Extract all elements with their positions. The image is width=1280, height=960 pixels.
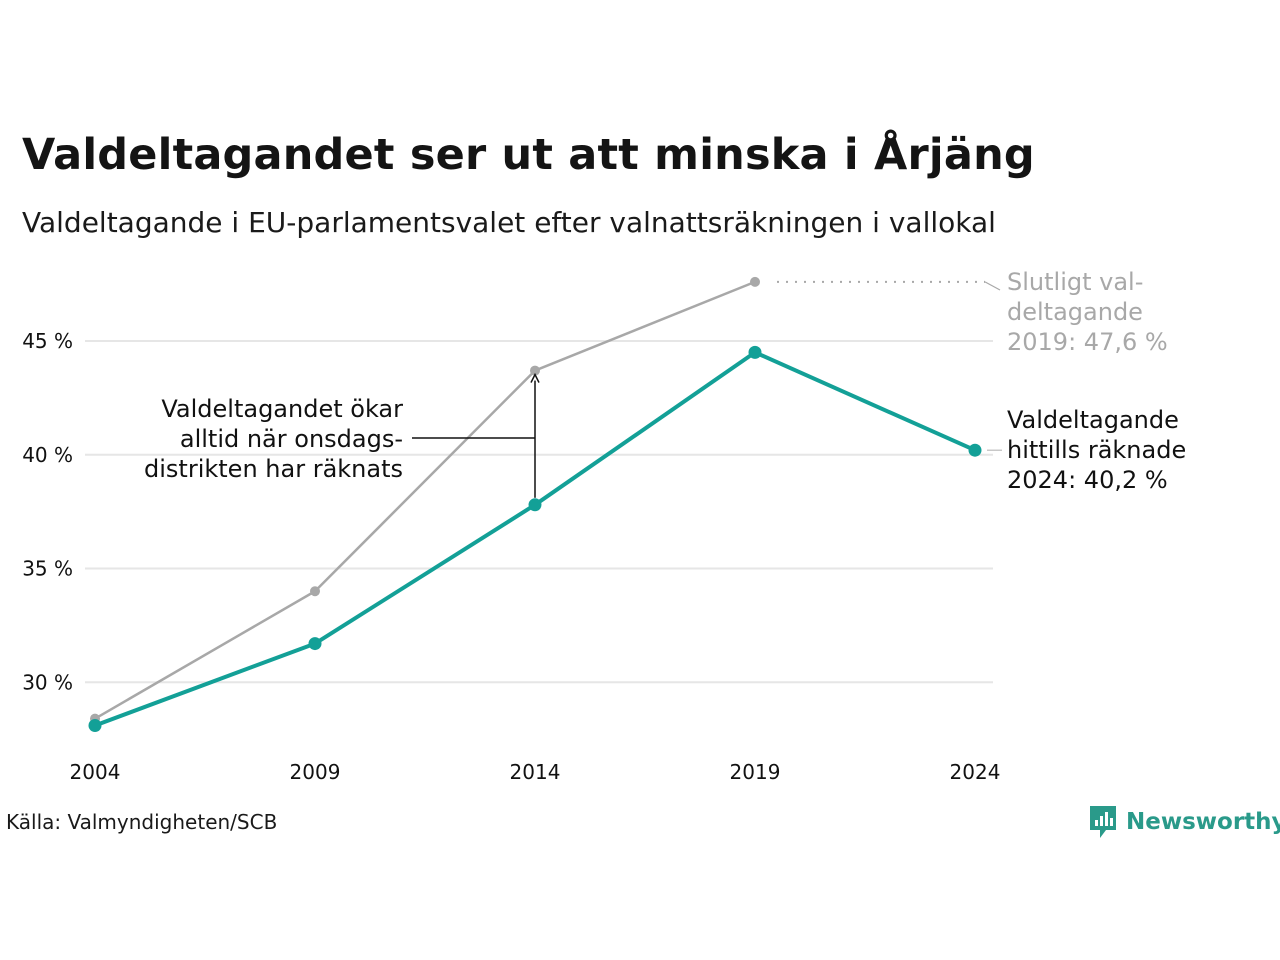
- newsworthy-logo-icon: [1090, 806, 1116, 838]
- y-tick-label: 45 %: [22, 329, 73, 353]
- data-point-final: [310, 586, 320, 597]
- x-tick-label: 2019: [730, 760, 781, 784]
- data-point-final: [530, 365, 540, 376]
- data-point-counted: [308, 637, 322, 651]
- annotation-current-2024: 2024: 40,2 %: [1007, 466, 1168, 494]
- annotation-final-2019: Slutligt val-: [1007, 268, 1143, 296]
- x-tick-label: 2009: [290, 760, 341, 784]
- annotation-increase-note: distrikten har räknats: [144, 455, 403, 483]
- data-point-counted: [528, 498, 542, 512]
- y-tick-label: 35 %: [22, 557, 73, 581]
- annotation-current-2024: hittills räknade: [1007, 436, 1186, 464]
- leader-line: [984, 281, 1001, 291]
- source-note: Källa: Valmyndigheten/SCB: [6, 810, 278, 834]
- series-line-final: [94, 280, 756, 720]
- arrow-head-icon: [530, 372, 540, 383]
- chart-subtitle: Valdeltagande i EU-parlamentsvalet efter…: [22, 206, 996, 239]
- data-point-counted: [748, 345, 762, 359]
- annotation-increase-note: alltid när onsdags-: [180, 425, 403, 453]
- annotation-current-2024: Valdeltagande: [1007, 406, 1179, 434]
- annotation-increase-note: Valdeltagandet ökar: [161, 395, 403, 423]
- data-point-counted: [968, 443, 982, 457]
- data-point-counted: [88, 718, 102, 732]
- data-point-final: [750, 276, 760, 287]
- x-tick-label: 2014: [510, 760, 561, 784]
- y-tick-label: 30 %: [22, 670, 73, 694]
- brand-logo: Newsworthy: [1088, 804, 1280, 840]
- annotation-final-2019: 2019: 47,6 %: [1007, 328, 1168, 356]
- x-tick-label: 2004: [70, 760, 121, 784]
- chart-title: Valdeltagandet ser ut att minska i Årjän…: [22, 130, 1035, 180]
- brand-name: Newsworthy: [1126, 809, 1280, 835]
- x-tick-label: 2024: [950, 760, 1001, 784]
- y-tick-label: 40 %: [22, 443, 73, 467]
- annotation-final-2019: deltagande: [1007, 298, 1143, 326]
